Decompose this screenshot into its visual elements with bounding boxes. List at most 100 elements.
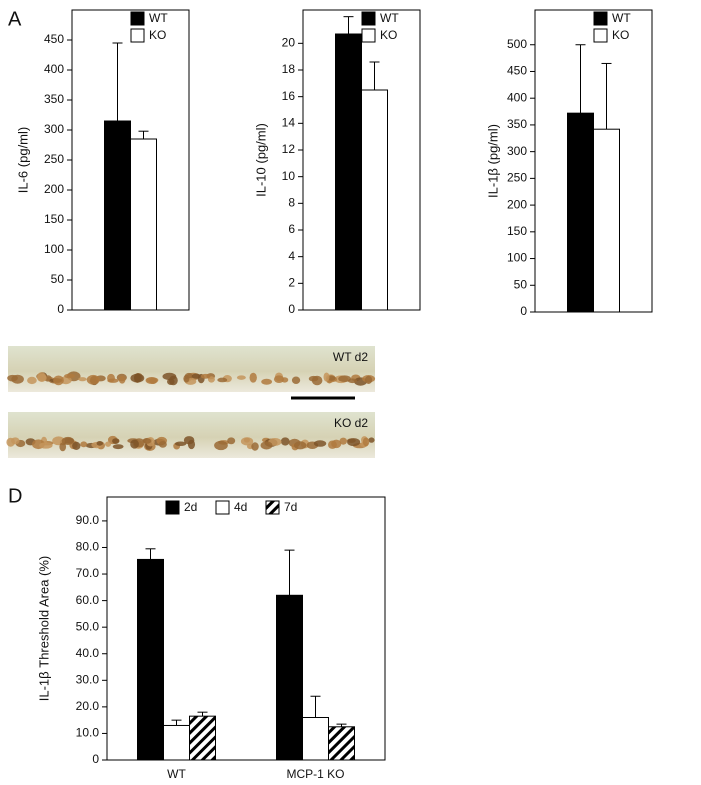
cell <box>331 439 342 449</box>
micrograph <box>8 412 375 458</box>
cell <box>61 436 75 445</box>
cell <box>96 441 104 446</box>
cell <box>72 441 81 450</box>
cell <box>118 375 126 384</box>
y-tick-label: 300 <box>44 122 64 136</box>
cell <box>200 373 211 379</box>
bar <box>335 33 362 311</box>
cell <box>191 373 201 379</box>
legend-label: WT <box>612 11 631 25</box>
y-tick-label: 14 <box>282 116 296 130</box>
cell <box>362 437 370 447</box>
x-tick-label: MCP-1 KO <box>286 767 344 781</box>
y-tick-label: 20.0 <box>76 699 100 713</box>
cell <box>240 437 254 446</box>
cell <box>187 439 196 450</box>
y-tick-label: 40.0 <box>76 646 100 660</box>
legend-label: 4d <box>234 500 247 514</box>
y-tick-label: 0 <box>288 302 295 316</box>
bar <box>593 128 620 313</box>
bar <box>163 724 190 761</box>
cell <box>11 374 24 384</box>
legend-swatch <box>130 11 145 26</box>
y-tick-label: 2 <box>288 276 295 290</box>
micrograph <box>8 346 375 392</box>
y-tick-label: 0 <box>92 752 99 766</box>
cell <box>261 378 273 385</box>
legend-label: KO <box>149 28 166 42</box>
bar <box>567 112 594 313</box>
cell <box>112 444 124 450</box>
y-tick-label: 350 <box>44 92 64 106</box>
image-caption: WT d2 <box>333 350 368 364</box>
bar <box>302 716 329 761</box>
y-axis-title: IL-1β (pg/ml) <box>485 124 500 198</box>
legend-swatch <box>361 11 376 26</box>
y-tick-label: 50 <box>51 272 65 286</box>
cell <box>368 437 375 443</box>
y-tick-label: 80.0 <box>76 540 100 554</box>
y-tick-label: 16 <box>282 89 296 103</box>
legend-swatch <box>215 500 230 515</box>
cell <box>105 441 112 447</box>
cell <box>174 441 187 447</box>
cell <box>78 377 87 382</box>
cell <box>39 442 53 449</box>
y-axis-title: IL-10 (pg/ml) <box>253 123 268 197</box>
y-tick-label: 18 <box>282 62 296 76</box>
cell <box>273 375 285 383</box>
x-tick-label: WT <box>167 767 186 781</box>
legend-label: 2d <box>184 500 197 514</box>
y-axis-title: IL-6 (pg/ml) <box>15 127 30 193</box>
y-tick-label: 70.0 <box>76 566 100 580</box>
cell <box>323 372 330 382</box>
cell <box>183 374 190 383</box>
plot-frame <box>106 496 386 761</box>
y-tick-label: 20 <box>282 36 296 50</box>
y-axis-title: IL-1β Threshold Area (%) <box>36 556 51 701</box>
cell <box>6 437 15 447</box>
cell <box>280 437 290 446</box>
y-tick-label: 50 <box>514 277 528 291</box>
cell <box>338 375 352 383</box>
cell <box>53 375 64 386</box>
y-tick-label: 10 <box>282 169 296 183</box>
cell <box>364 375 373 384</box>
cell <box>112 438 120 444</box>
cell <box>251 442 259 451</box>
y-tick-label: 500 <box>507 37 527 51</box>
cell <box>214 440 228 451</box>
bar <box>276 594 303 761</box>
legend-label: KO <box>380 28 397 42</box>
panel-label: D <box>8 485 22 507</box>
cell <box>142 438 152 444</box>
bar <box>361 89 388 311</box>
y-tick-label: 250 <box>44 152 64 166</box>
cell <box>37 373 47 382</box>
bar <box>104 120 131 311</box>
y-tick-label: 250 <box>507 171 527 185</box>
cell <box>249 372 257 383</box>
legend-swatch <box>361 28 376 43</box>
legend-label: WT <box>380 11 399 25</box>
legend-swatch <box>165 500 180 515</box>
cell <box>80 441 88 448</box>
cell <box>236 375 246 380</box>
legend-swatch <box>265 500 280 515</box>
cell <box>347 438 361 447</box>
cell <box>130 373 145 383</box>
cell <box>64 373 76 379</box>
y-tick-label: 200 <box>507 197 527 211</box>
cell <box>162 372 177 381</box>
cell <box>293 441 307 450</box>
y-tick-label: 150 <box>44 212 64 226</box>
y-tick-label: 300 <box>507 144 527 158</box>
cell <box>313 440 327 447</box>
y-tick-label: 50.0 <box>76 619 100 633</box>
cell <box>291 376 301 385</box>
legend-label: 7d <box>284 500 297 514</box>
cell <box>107 373 115 383</box>
legend-swatch <box>130 28 145 43</box>
y-tick-label: 450 <box>44 32 64 46</box>
